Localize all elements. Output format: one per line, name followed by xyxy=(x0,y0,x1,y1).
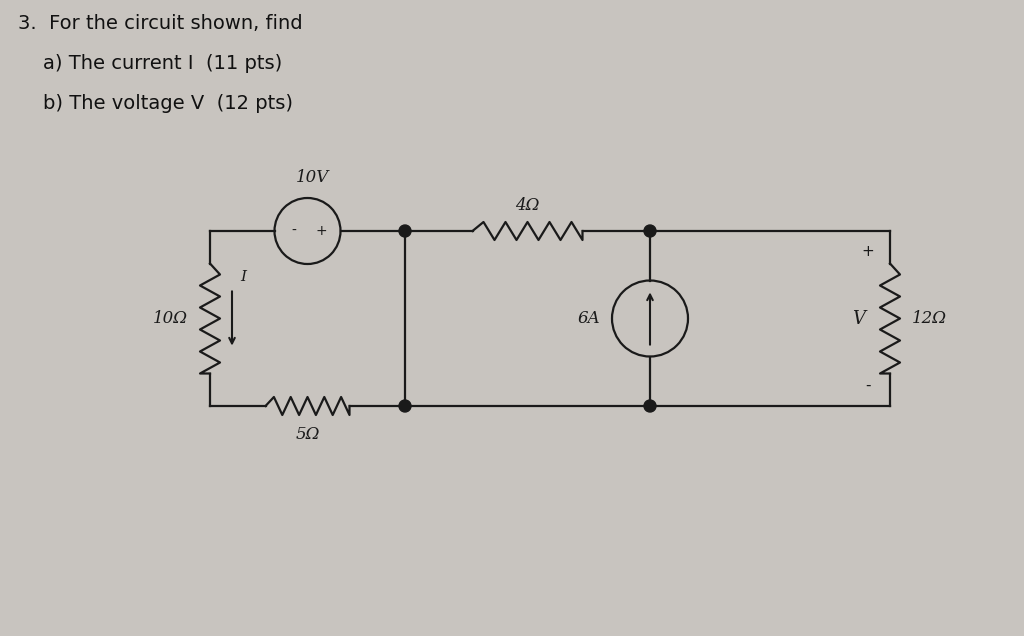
Text: +: + xyxy=(861,244,874,259)
Circle shape xyxy=(399,400,411,412)
Text: -: - xyxy=(291,224,296,238)
Circle shape xyxy=(644,400,656,412)
Text: 4Ω: 4Ω xyxy=(515,197,540,214)
Text: 6A: 6A xyxy=(578,310,600,327)
Text: 10V: 10V xyxy=(296,169,329,186)
Text: -: - xyxy=(865,378,870,393)
Circle shape xyxy=(399,225,411,237)
Text: V: V xyxy=(852,310,865,328)
Text: 5Ω: 5Ω xyxy=(295,426,319,443)
Text: 12Ω: 12Ω xyxy=(912,310,947,327)
Text: I: I xyxy=(240,270,246,284)
Text: 10Ω: 10Ω xyxy=(153,310,188,327)
Text: a) The current I  (11 pts): a) The current I (11 pts) xyxy=(18,54,283,73)
Circle shape xyxy=(644,225,656,237)
Text: 3.  For the circuit shown, find: 3. For the circuit shown, find xyxy=(18,14,303,33)
Text: +: + xyxy=(315,224,328,238)
Text: b) The voltage V  (12 pts): b) The voltage V (12 pts) xyxy=(18,94,293,113)
